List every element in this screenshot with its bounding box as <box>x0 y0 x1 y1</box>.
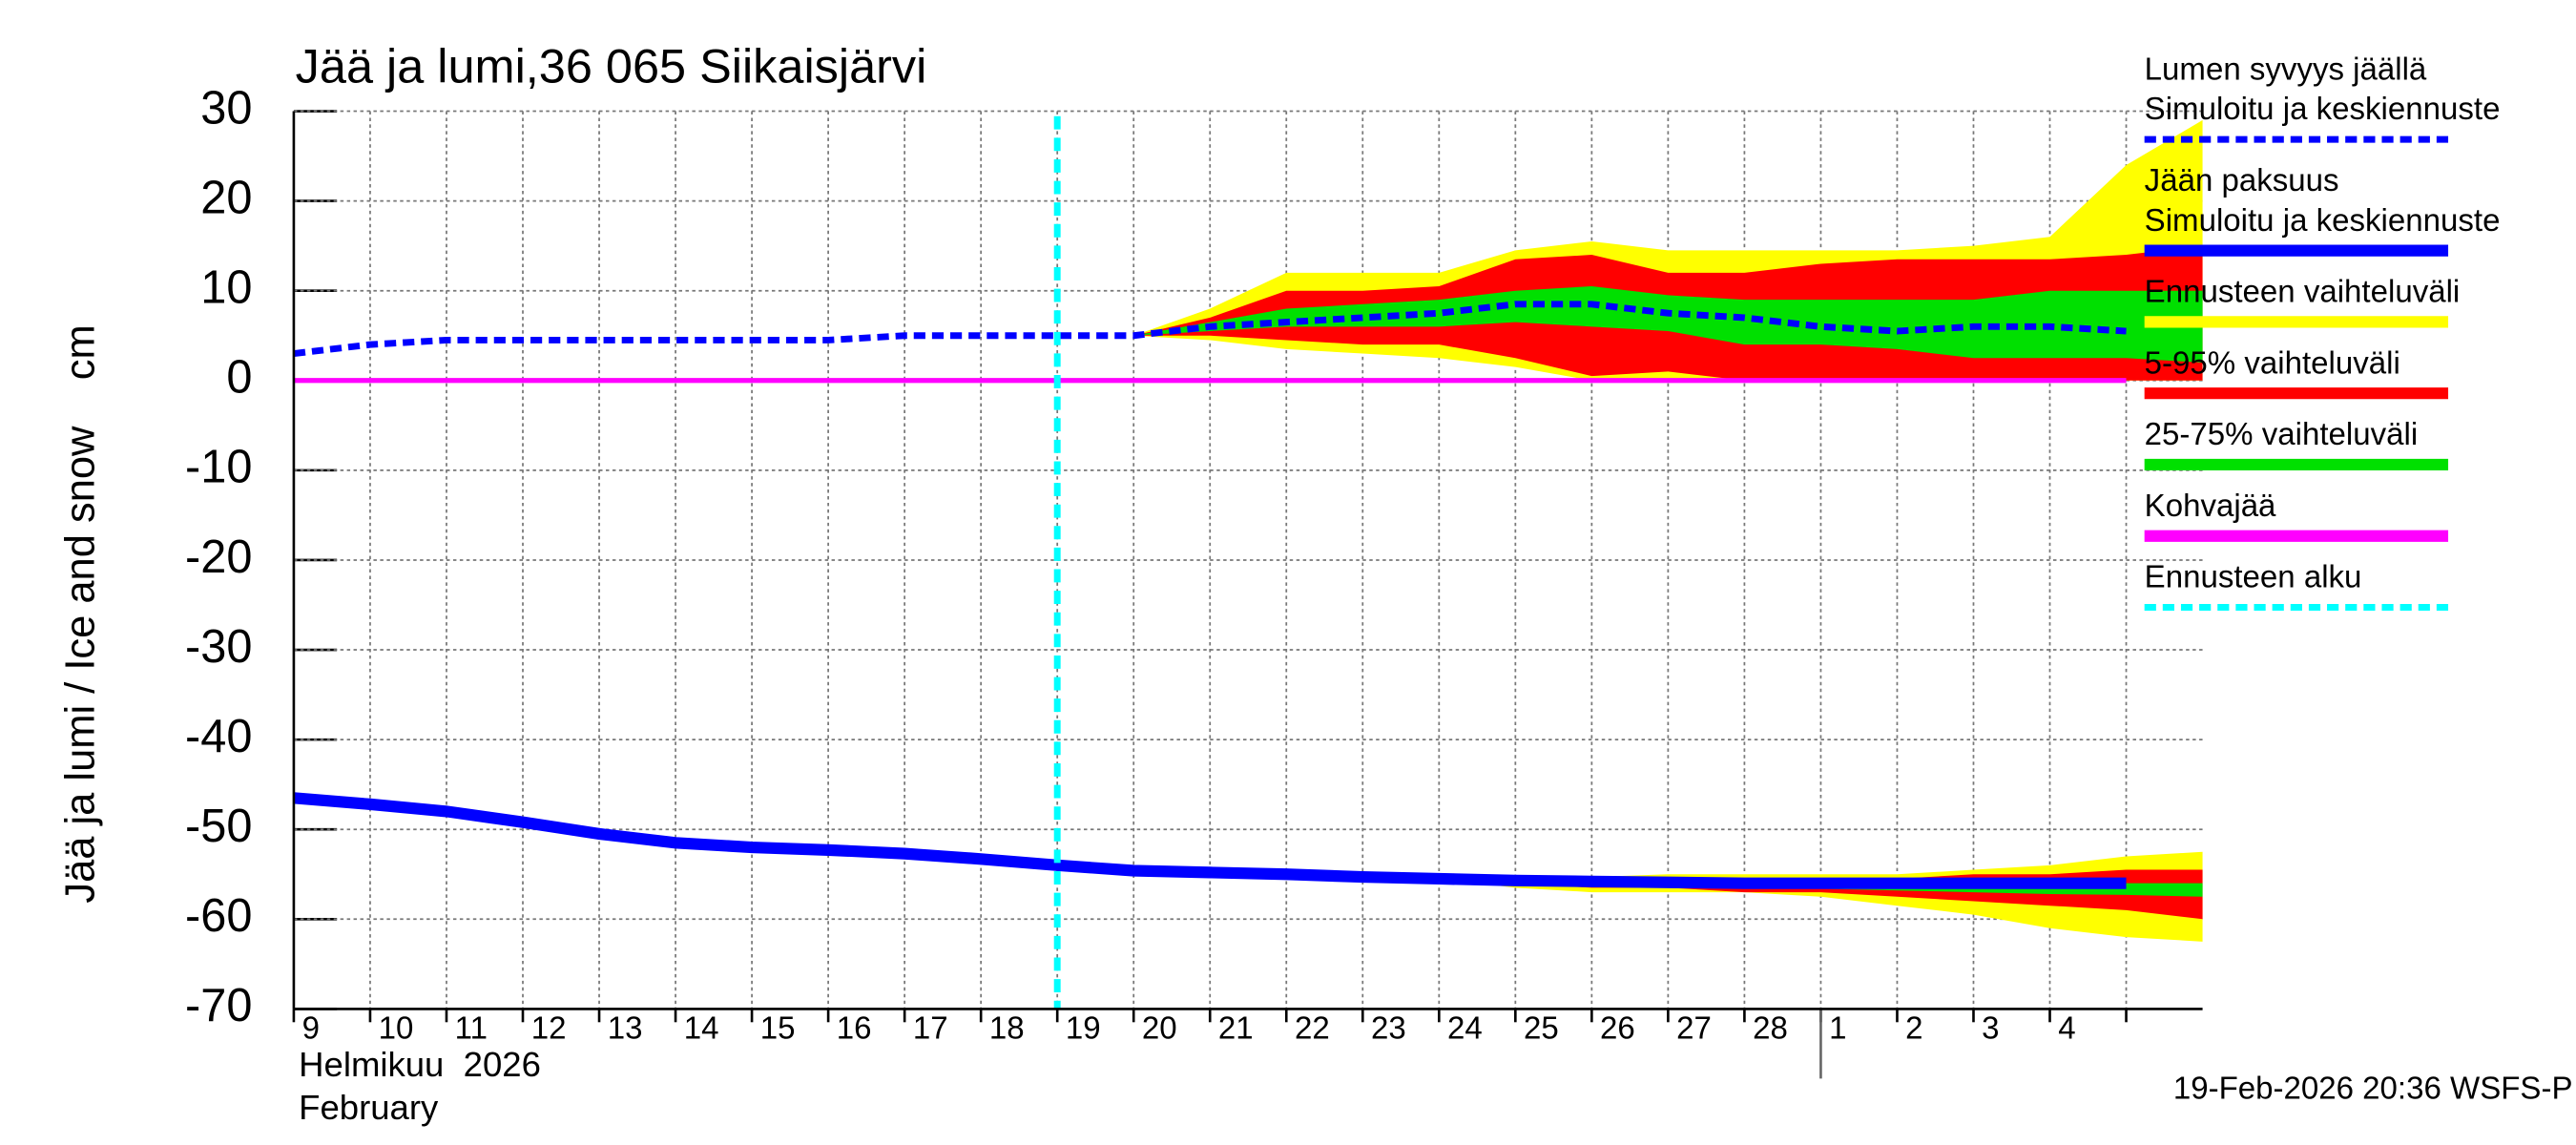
y-axis-label: Jää ja lumi / Ice and snow cm <box>57 324 103 903</box>
x-tick-label: 25 <box>1524 1011 1559 1047</box>
x-tick-label: 21 <box>1218 1011 1254 1047</box>
legend-label: Ennusteen alku <box>2145 560 2362 595</box>
x-tick-label: 19 <box>1066 1011 1101 1047</box>
x-tick-label: 20 <box>1142 1011 1177 1047</box>
x-tick-label: 23 <box>1371 1011 1406 1047</box>
x-tick-label: 15 <box>760 1011 796 1047</box>
series-line <box>293 301 2127 358</box>
x-tick-label: 13 <box>608 1011 643 1047</box>
legend-label: Kohvajää <box>2145 489 2276 524</box>
y-tick-label: -10 <box>185 442 252 493</box>
y-tick-label: -30 <box>185 621 252 673</box>
y-tick-label: 30 <box>200 82 252 134</box>
x-tick-label: 18 <box>989 1011 1025 1047</box>
y-tick-label: -40 <box>185 711 252 762</box>
x-tick-label: 9 <box>302 1011 320 1047</box>
chart-title: Jää ja lumi,36 065 Siikaisjärvi <box>296 38 927 93</box>
y-tick-label: -50 <box>185 801 252 852</box>
series-line <box>293 792 2127 889</box>
x-tick-label: 28 <box>1753 1011 1788 1047</box>
y-tick-label: -20 <box>185 531 252 583</box>
legend-label: Simuloitu ja keskiennuste <box>2145 203 2501 239</box>
y-tick-label: -60 <box>185 890 252 942</box>
y-tick-label: 0 <box>226 352 252 404</box>
legend-label: Ennusteen vaihteluväli <box>2145 275 2461 310</box>
y-tick-label: 10 <box>200 262 252 314</box>
legend-label: 5-95% vaihteluväli <box>2145 345 2400 381</box>
x-tick-label: 1 <box>1829 1011 1846 1047</box>
x-tick-label: 11 <box>455 1011 488 1047</box>
x-tick-label: 3 <box>1982 1011 1999 1047</box>
x-tick-label: 4 <box>2058 1011 2075 1047</box>
x-tick-label: 12 <box>531 1011 567 1047</box>
x-tick-label: 2 <box>1905 1011 1922 1047</box>
legend-label: 25-75% vaihteluväli <box>2145 417 2418 452</box>
legend-label: Jään paksuus <box>2145 163 2339 198</box>
x-tick-label: 24 <box>1447 1011 1483 1047</box>
forecast-band <box>1133 285 2203 363</box>
legend-label: Lumen syvyys jäällä <box>2145 52 2427 88</box>
x-tick-label: 10 <box>379 1011 414 1047</box>
x-tick-label: 27 <box>1676 1011 1712 1047</box>
x-tick-label: 14 <box>684 1011 719 1047</box>
x-axis-label: February <box>299 1088 439 1127</box>
footer: 19-Feb-2026 20:36 WSFS-P <box>2173 1071 2573 1106</box>
y-tick-label: -70 <box>185 980 252 1031</box>
x-tick-label: 22 <box>1295 1011 1330 1047</box>
y-tick-label: 20 <box>200 172 252 223</box>
x-tick-label: 16 <box>837 1011 872 1047</box>
x-axis-label: Helmikuu 2026 <box>299 1045 541 1084</box>
legend: Lumen syvyys jäällä Simuloitu ja keskienn… <box>2144 52 2501 611</box>
legend-label: Simuloitu ja keskiennuste <box>2145 92 2501 127</box>
x-tick-label: 17 <box>913 1011 948 1047</box>
x-tick-label: 26 <box>1600 1011 1635 1047</box>
